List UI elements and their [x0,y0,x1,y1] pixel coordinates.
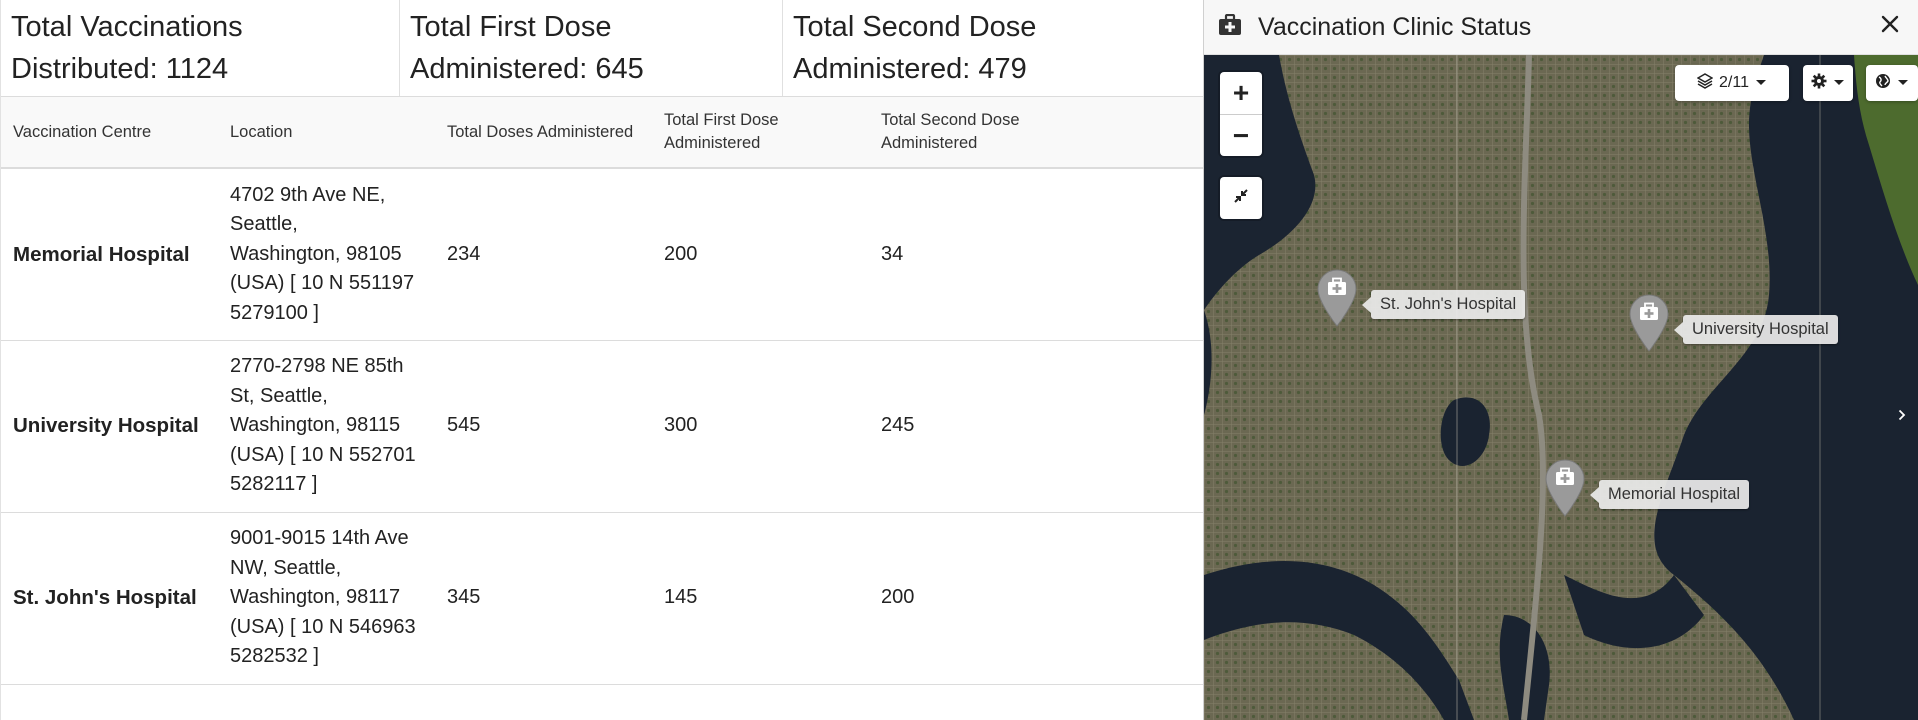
dashboard-pane: Total Vaccinations Distributed: 1124 Tot… [0,0,1203,720]
cell-second-dose: 245 [881,414,915,437]
cell-second-dose: 200 [881,586,915,609]
chevron-right-icon [1898,408,1906,426]
location-line: Washington, 98105 [230,242,402,265]
cell-first-dose: 200 [664,242,698,265]
medical-kit-icon [1218,13,1242,41]
zoom-out-button[interactable]: − [1220,114,1262,156]
layers-count: 2/11 [1719,74,1749,91]
cell-total: 234 [447,242,481,265]
table-row[interactable]: Memorial Hospital 4702 9th Ave NE, Seatt… [1,168,1203,340]
close-icon [1881,15,1899,38]
location-line: 2770-2798 NE 85th [230,355,404,378]
stat-label: Total First Dose [410,11,612,43]
map-marker-st-johns[interactable] [1315,268,1359,328]
gear-icon [1811,73,1827,94]
marker-label[interactable]: Memorial Hospital [1589,480,1750,509]
col-header-text: Administered [664,134,761,152]
col-header-location[interactable]: Location [230,122,293,141]
chevron-down-icon [1755,74,1767,92]
settings-dropdown[interactable] [1803,65,1853,101]
cell-total: 545 [447,414,481,437]
close-button[interactable] [1876,12,1904,40]
panel-header: Vaccination Clinic Status [1204,0,1918,55]
fit-extent-button[interactable] [1220,177,1262,219]
location-line: (USA) [ 10 N 546963 [230,615,416,638]
hospital-marker-icon [1317,269,1357,327]
col-header-second-dose[interactable]: Total Second Dose Administered [869,97,1203,168]
location-line: (USA) [ 10 N 552701 [230,443,416,466]
cell-centre: St. John's Hospital [13,586,197,610]
cell-total: 345 [447,586,481,609]
marker-label[interactable]: St. John's Hospital [1361,290,1526,319]
cell-first-dose: 145 [664,586,698,609]
expand-panel-button[interactable] [1892,405,1912,429]
location-line: 4702 9th Ave NE, [230,183,386,206]
location-line: 5282532 ] [230,645,319,668]
cell-second-dose: 34 [881,242,904,265]
location-line: Washington, 98117 [230,586,401,609]
panel-title: Vaccination Clinic Status [1258,12,1532,41]
col-header-first-dose[interactable]: Total First Dose Administered [652,97,869,168]
location-line: 9001-9015 14th Ave [230,527,409,550]
stat-total-distributed: Total Vaccinations Distributed: 1124 [1,0,400,96]
col-header-text: Administered [881,134,978,152]
cell-centre: Memorial Hospital [13,242,190,266]
chevron-down-icon [1833,74,1845,92]
stats-row: Total Vaccinations Distributed: 1124 Tot… [1,0,1203,97]
stat-second-dose: Total Second Dose Administered: 479 [783,0,1203,96]
col-header-total[interactable]: Total Doses Administered [447,122,634,141]
col-header-text: Total Second Dose [881,111,1020,129]
layers-dropdown[interactable]: 2/11 [1675,65,1789,101]
chevron-down-icon [1897,74,1909,92]
vaccination-table: Vaccination Centre Location Total Doses … [1,97,1203,685]
location-line: NW, Seattle, [230,556,342,579]
layers-icon [1696,72,1714,94]
cell-first-dose: 300 [664,414,698,437]
table-header-row: Vaccination Centre Location Total Doses … [1,97,1203,168]
cell-centre: University Hospital [13,414,199,438]
map-marker-memorial[interactable] [1543,458,1587,518]
col-header-text: Total First Dose [664,111,779,129]
hospital-marker-icon [1545,459,1585,517]
location-line: Seattle, [230,213,298,235]
location-line: St, Seattle, [230,384,328,407]
hospital-marker-icon [1629,294,1669,352]
location-line: (USA) [ 10 N 551197 [230,272,415,294]
stat-label: Total Second Dose [793,11,1037,43]
map-marker-university[interactable] [1627,293,1671,353]
basemap-dropdown[interactable] [1866,65,1918,101]
zoom-in-button[interactable]: + [1232,77,1250,108]
cell-location: 2770-2798 NE 85th St, Seattle, Washingto… [218,340,435,512]
stat-value: Distributed: 1124 [11,53,229,85]
location-line: Washington, 98115 [230,414,401,437]
map-panel: Vaccination Clinic Status [1203,0,1918,720]
marker-label[interactable]: University Hospital [1674,315,1838,344]
cell-location: 4702 9th Ave NE, Seattle, Washington, 98… [218,168,435,340]
col-header-centre[interactable]: Vaccination Centre [13,122,152,141]
stat-value: Administered: 645 [410,53,644,85]
location-line: 5279100 ] [230,301,319,324]
map-view[interactable]: + − 2/11 [1204,55,1918,720]
globe-icon [1875,73,1891,94]
stat-value: Administered: 479 [793,53,1027,85]
cell-location: 9001-9015 14th Ave NW, Seattle, Washingt… [218,512,435,684]
table-row[interactable]: St. John's Hospital 9001-9015 14th Ave N… [1,512,1203,684]
compress-icon [1233,188,1249,209]
stat-label: Total Vaccinations [11,11,243,43]
location-line: 5282117 ] [230,473,318,496]
satellite-basemap [1204,55,1918,720]
stat-first-dose: Total First Dose Administered: 645 [400,0,783,96]
zoom-control: + − [1220,72,1262,156]
table-row[interactable]: University Hospital 2770-2798 NE 85th St… [1,340,1203,512]
